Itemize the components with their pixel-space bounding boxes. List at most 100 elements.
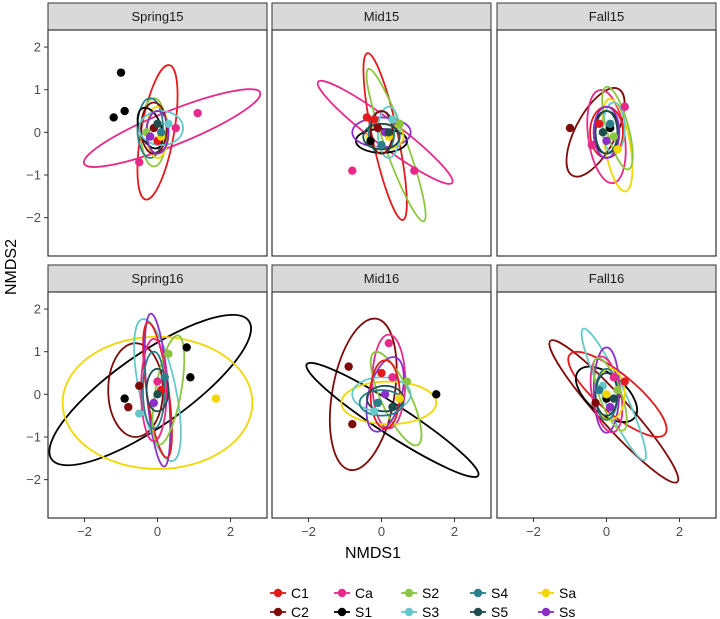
legend-marker: [404, 607, 414, 617]
point-s1: [186, 373, 195, 382]
point-s5: [384, 128, 393, 137]
point-ca: [410, 166, 419, 175]
ellipse-s2: [151, 334, 186, 446]
point-s1: [116, 68, 126, 77]
x-tick-label: −2: [526, 524, 541, 539]
legend-label: S3: [422, 604, 439, 619]
point-s2: [395, 119, 404, 129]
point-c1: [595, 119, 604, 129]
legend-item-s2: S2: [401, 585, 439, 601]
legend-item-s3: S3: [401, 604, 439, 619]
x-tick-label: −2: [301, 524, 316, 539]
x-tick-label: 0: [603, 524, 610, 539]
ellipse-ca: [140, 338, 168, 443]
point-c2: [124, 402, 133, 412]
plot-content-mid16: [305, 317, 480, 478]
point-ca: [153, 377, 162, 386]
point-s2: [164, 349, 173, 359]
y-tick-label: −1: [26, 167, 41, 182]
point-s1: [432, 390, 441, 399]
legend-marker: [273, 588, 283, 598]
legend-item-c1: C1: [270, 585, 309, 601]
point-ss: [602, 136, 611, 146]
point-ca: [609, 373, 618, 382]
strip-label-fall16: Fall16: [589, 271, 624, 286]
point-s4: [156, 128, 166, 137]
ellipse-c1: [369, 359, 401, 430]
ellipse-s5: [594, 372, 619, 417]
point-c1: [377, 368, 386, 378]
y-tick-label: 0: [34, 387, 41, 402]
panel-border-fall15: [496, 29, 717, 257]
panel-border-spring15: [47, 29, 268, 257]
plot-content-mid15: [316, 52, 454, 223]
point-s5: [598, 128, 608, 137]
point-ca: [388, 373, 397, 382]
point-c1: [620, 377, 629, 386]
panel-border-mid15: [271, 29, 492, 257]
y-tick-label: 1: [34, 344, 41, 359]
legend-marker: [541, 607, 551, 617]
plot-area-mid16: [272, 292, 491, 518]
point-s1: [109, 113, 118, 122]
point-c2: [344, 362, 353, 371]
point-s4: [377, 140, 386, 150]
point-s1: [182, 343, 191, 352]
legend-label: C1: [291, 585, 309, 601]
ellipse-c2: [140, 101, 168, 155]
y-tick-label: −2: [26, 210, 41, 225]
point-ca: [193, 108, 202, 118]
strip-fall16: [496, 264, 717, 293]
ellipse-c2: [565, 87, 626, 178]
legend-item-s1: S1: [334, 604, 372, 619]
x-tick-label: 2: [451, 524, 458, 539]
y-tick-label: −2: [26, 472, 41, 487]
point-sa: [211, 394, 221, 403]
point-c2: [373, 123, 383, 133]
panel-fall16: Fall16: [496, 264, 717, 519]
strip-label-mid16: Mid16: [364, 271, 399, 286]
point-ss: [146, 132, 155, 141]
point-ca: [620, 102, 629, 111]
x-axis-title: NMDS1: [345, 545, 401, 562]
ellipse-s2: [369, 350, 423, 447]
strip-label-mid15: Mid15: [364, 9, 399, 24]
point-sa: [613, 145, 622, 154]
point-s1: [120, 106, 129, 116]
point-c1: [362, 113, 372, 122]
point-s4: [605, 119, 615, 129]
point-s1: [120, 394, 129, 403]
legend-marker: [404, 588, 414, 598]
strip-mid16: [271, 264, 492, 293]
panel-fall15: Fall15: [496, 2, 717, 257]
plot-content-spring16: [48, 312, 254, 470]
point-s3: [135, 409, 144, 418]
x-tick-label: 0: [154, 524, 161, 539]
point-s5: [609, 394, 618, 403]
ellipse-sa: [601, 97, 634, 193]
legend-marker: [473, 607, 483, 617]
point-ca: [171, 123, 180, 133]
y-tick-label: 2: [34, 40, 41, 55]
ellipse-s5: [594, 110, 619, 155]
legend-item-sa: Sa: [538, 585, 576, 601]
point-c1: [370, 115, 379, 124]
legend-item-s4: S4: [470, 585, 508, 601]
ellipse-s5: [145, 367, 170, 413]
plot-content-fall15: [565, 85, 634, 193]
x-tick-label: 2: [676, 524, 683, 539]
panel-mid16: Mid16: [271, 264, 492, 519]
ellipse-s4: [136, 97, 164, 159]
strip-spring15: [47, 2, 268, 31]
point-ca: [384, 338, 393, 348]
point-s5: [153, 119, 162, 129]
ellipse-c2: [329, 317, 398, 472]
point-c2: [591, 398, 600, 408]
ellipse-s5: [362, 122, 401, 151]
legend-label: Ca: [355, 585, 373, 601]
legend-label: C2: [291, 604, 309, 619]
strip-mid15: [271, 2, 492, 31]
legend-label: Ss: [559, 604, 575, 619]
panel-spring16: Spring16: [47, 264, 268, 519]
